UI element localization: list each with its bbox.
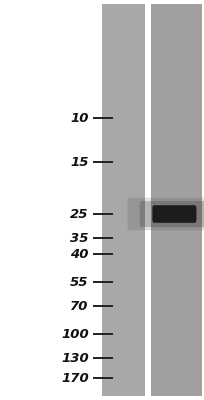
Text: 40: 40: [70, 248, 89, 260]
Bar: [151, 4, 202, 396]
Text: 100: 100: [61, 328, 89, 340]
Text: 70: 70: [70, 300, 89, 312]
Bar: [102, 4, 145, 396]
Text: 130: 130: [61, 352, 89, 364]
Bar: [145, 4, 151, 396]
Text: 25: 25: [70, 208, 89, 220]
Text: 15: 15: [70, 156, 89, 168]
FancyBboxPatch shape: [140, 201, 204, 227]
Text: 10: 10: [70, 112, 89, 124]
Text: 55: 55: [70, 276, 89, 288]
FancyBboxPatch shape: [128, 198, 204, 230]
FancyBboxPatch shape: [152, 205, 196, 223]
Text: 35: 35: [70, 232, 89, 244]
Text: 170: 170: [61, 372, 89, 384]
